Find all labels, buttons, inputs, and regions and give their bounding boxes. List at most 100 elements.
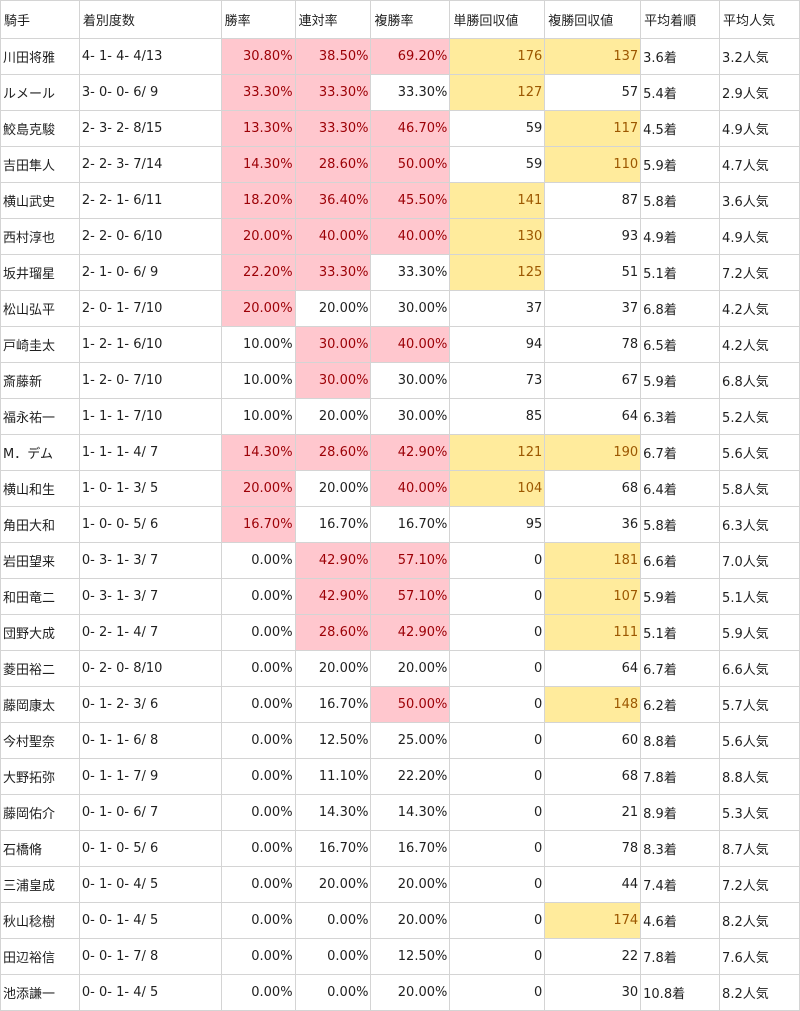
top2-rate-cell[interactable]: 20.00% — [294, 650, 372, 687]
jockey-cell[interactable]: 和田竜二 — [0, 578, 80, 615]
jockey-cell[interactable]: 田辺裕信 — [0, 938, 80, 975]
table-row[interactable]: 今村聖奈 0- 1- 1- 6/ 8 0.00% 12.50% 25.00% 0 60 8.8… — [0, 722, 800, 759]
show-return-cell[interactable]: 51 — [544, 254, 642, 291]
avg-finish-cell[interactable]: 5.9着 — [640, 362, 721, 399]
win-return-cell[interactable]: 130 — [449, 218, 546, 255]
top2-rate-cell[interactable]: 42.90% — [294, 578, 372, 615]
header-top2-rate[interactable]: 連対率 — [294, 0, 372, 39]
top2-rate-cell[interactable]: 20.00% — [294, 470, 372, 507]
win-rate-cell[interactable]: 0.00% — [220, 686, 296, 723]
table-row[interactable]: 藤岡佑介 0- 1- 0- 6/ 7 0.00% 14.30% 14.30% 0 21 8.9… — [0, 794, 800, 831]
top2-rate-cell[interactable]: 16.70% — [294, 686, 372, 723]
win-return-cell[interactable]: 0 — [449, 974, 546, 1011]
avg-popularity-cell[interactable]: 4.9人気 — [719, 110, 800, 147]
avg-finish-cell[interactable]: 4.6着 — [640, 902, 721, 939]
win-rate-cell[interactable]: 20.00% — [220, 470, 296, 507]
table-row[interactable]: 団野大成 0- 2- 1- 4/ 7 0.00% 28.60% 42.90% 0 111 5.… — [0, 614, 800, 651]
avg-popularity-cell[interactable]: 8.8人気 — [719, 758, 800, 795]
avg-finish-cell[interactable]: 6.6着 — [640, 542, 721, 579]
win-return-cell[interactable]: 59 — [449, 110, 546, 147]
top3-rate-cell[interactable]: 57.10% — [370, 542, 451, 579]
top3-rate-cell[interactable]: 50.00% — [370, 146, 451, 183]
record-cell[interactable]: 0- 1- 0- 5/ 6 — [78, 830, 222, 867]
top2-rate-cell[interactable]: 33.30% — [294, 74, 372, 111]
top2-rate-cell[interactable]: 11.10% — [294, 758, 372, 795]
show-return-cell[interactable]: 64 — [544, 650, 642, 687]
table-row[interactable]: 横山武史 2- 2- 1- 6/11 18.20% 36.40% 45.50% 141 87… — [0, 182, 800, 219]
avg-finish-cell[interactable]: 5.9着 — [640, 578, 721, 615]
top3-rate-cell[interactable]: 16.70% — [370, 830, 451, 867]
show-return-cell[interactable]: 181 — [544, 542, 642, 579]
table-row[interactable]: 横山和生 1- 0- 1- 3/ 5 20.00% 20.00% 40.00% 104 68… — [0, 470, 800, 507]
win-rate-cell[interactable]: 0.00% — [220, 614, 296, 651]
top2-rate-cell[interactable]: 28.60% — [294, 434, 372, 471]
win-rate-cell[interactable]: 20.00% — [220, 290, 296, 327]
top2-rate-cell[interactable]: 14.30% — [294, 794, 372, 831]
record-cell[interactable]: 2- 1- 0- 6/ 9 — [78, 254, 222, 291]
table-row[interactable]: 松山弘平 2- 0- 1- 7/10 20.00% 20.00% 30.00% 37 37 6… — [0, 290, 800, 327]
table-row[interactable]: 川田将雅 4- 1- 4- 4/13 30.80% 38.50% 69.20% 176 13… — [0, 38, 800, 75]
win-return-cell[interactable]: 95 — [449, 506, 546, 543]
table-row[interactable]: 岩田望来 0- 3- 1- 3/ 7 0.00% 42.90% 57.10% 0 181 6.… — [0, 542, 800, 579]
table-row[interactable]: 池添謙一 0- 0- 1- 4/ 5 0.00% 0.00% 20.00% 0 30 10.8… — [0, 974, 800, 1011]
header-top3-rate[interactable]: 複勝率 — [370, 0, 451, 39]
jockey-cell[interactable]: 川田将雅 — [0, 38, 80, 75]
table-row[interactable]: 斎藤新 1- 2- 0- 7/10 10.00% 30.00% 30.00% 73 67 5.… — [0, 362, 800, 399]
jockey-cell[interactable]: 横山武史 — [0, 182, 80, 219]
jockey-cell[interactable]: 岩田望来 — [0, 542, 80, 579]
table-row[interactable]: 鮫島克駿 2- 3- 2- 8/15 13.30% 33.30% 46.70% 59 117… — [0, 110, 800, 147]
record-cell[interactable]: 0- 0- 1- 4/ 5 — [78, 902, 222, 939]
jockey-cell[interactable]: 福永祐一 — [0, 398, 80, 435]
avg-popularity-cell[interactable]: 5.6人気 — [719, 434, 800, 471]
avg-popularity-cell[interactable]: 6.8人気 — [719, 362, 800, 399]
table-row[interactable]: 吉田隼人 2- 2- 3- 7/14 14.30% 28.60% 50.00% 59 110… — [0, 146, 800, 183]
record-cell[interactable]: 0- 0- 1- 7/ 8 — [78, 938, 222, 975]
win-return-cell[interactable]: 0 — [449, 686, 546, 723]
jockey-cell[interactable]: 団野大成 — [0, 614, 80, 651]
show-return-cell[interactable]: 37 — [544, 290, 642, 327]
win-return-cell[interactable]: 125 — [449, 254, 546, 291]
show-return-cell[interactable]: 190 — [544, 434, 642, 471]
show-return-cell[interactable]: 148 — [544, 686, 642, 723]
header-avg-finish[interactable]: 平均着順 — [640, 0, 721, 39]
top2-rate-cell[interactable]: 20.00% — [294, 398, 372, 435]
top3-rate-cell[interactable]: 25.00% — [370, 722, 451, 759]
avg-finish-cell[interactable]: 5.4着 — [640, 74, 721, 111]
jockey-cell[interactable]: 鮫島克駿 — [0, 110, 80, 147]
top2-rate-cell[interactable]: 33.30% — [294, 254, 372, 291]
avg-popularity-cell[interactable]: 3.2人気 — [719, 38, 800, 75]
record-cell[interactable]: 1- 2- 1- 6/10 — [78, 326, 222, 363]
avg-popularity-cell[interactable]: 5.6人気 — [719, 722, 800, 759]
table-row[interactable]: 坂井瑠星 2- 1- 0- 6/ 9 22.20% 33.30% 33.30% 125 51… — [0, 254, 800, 291]
top3-rate-cell[interactable]: 40.00% — [370, 218, 451, 255]
jockey-cell[interactable]: 三浦皇成 — [0, 866, 80, 903]
win-return-cell[interactable]: 37 — [449, 290, 546, 327]
win-return-cell[interactable]: 104 — [449, 470, 546, 507]
avg-popularity-cell[interactable]: 7.2人気 — [719, 866, 800, 903]
table-row[interactable]: 大野拓弥 0- 1- 1- 7/ 9 0.00% 11.10% 22.20% 0 68 7.8… — [0, 758, 800, 795]
show-return-cell[interactable]: 36 — [544, 506, 642, 543]
record-cell[interactable]: 0- 2- 0- 8/10 — [78, 650, 222, 687]
win-rate-cell[interactable]: 0.00% — [220, 794, 296, 831]
top3-rate-cell[interactable]: 69.20% — [370, 38, 451, 75]
avg-finish-cell[interactable]: 6.4着 — [640, 470, 721, 507]
top2-rate-cell[interactable]: 16.70% — [294, 830, 372, 867]
record-cell[interactable]: 1- 0- 0- 5/ 6 — [78, 506, 222, 543]
table-row[interactable]: 福永祐一 1- 1- 1- 7/10 10.00% 20.00% 30.00% 85 64 6… — [0, 398, 800, 435]
jockey-cell[interactable]: 池添謙一 — [0, 974, 80, 1011]
avg-popularity-cell[interactable]: 7.0人気 — [719, 542, 800, 579]
jockey-cell[interactable]: 横山和生 — [0, 470, 80, 507]
top2-rate-cell[interactable]: 30.00% — [294, 326, 372, 363]
avg-finish-cell[interactable]: 6.7着 — [640, 434, 721, 471]
avg-finish-cell[interactable]: 10.8着 — [640, 974, 721, 1011]
show-return-cell[interactable]: 57 — [544, 74, 642, 111]
avg-finish-cell[interactable]: 6.5着 — [640, 326, 721, 363]
top2-rate-cell[interactable]: 42.90% — [294, 542, 372, 579]
record-cell[interactable]: 2- 2- 1- 6/11 — [78, 182, 222, 219]
avg-finish-cell[interactable]: 6.8着 — [640, 290, 721, 327]
win-rate-cell[interactable]: 0.00% — [220, 542, 296, 579]
jockey-cell[interactable]: 戸崎圭太 — [0, 326, 80, 363]
win-return-cell[interactable]: 0 — [449, 902, 546, 939]
jockey-cell[interactable]: 斎藤新 — [0, 362, 80, 399]
avg-finish-cell[interactable]: 8.9着 — [640, 794, 721, 831]
